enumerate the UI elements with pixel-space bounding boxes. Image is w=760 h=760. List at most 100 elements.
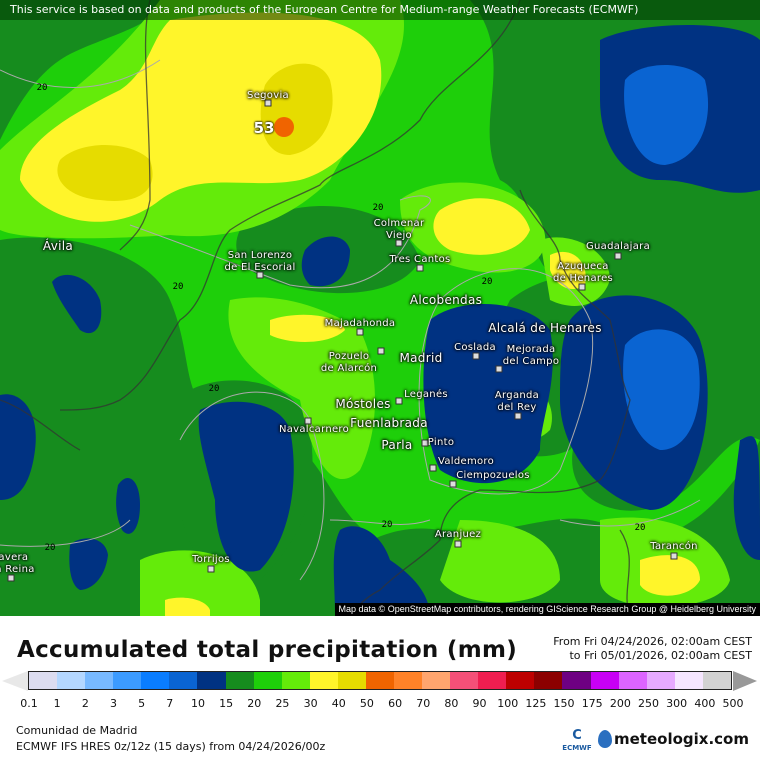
legend-swatch bbox=[141, 672, 170, 689]
city-label-ciempozuelos: Ciempozuelos bbox=[456, 470, 530, 481]
city-label-madrid: Madrid bbox=[399, 351, 443, 365]
legend-tick-label: 40 bbox=[331, 697, 346, 710]
city-marker bbox=[256, 271, 264, 279]
city-marker bbox=[395, 239, 403, 247]
model-info: ECMWF IFS HRES 0z/12z (15 days) from 04/… bbox=[16, 740, 326, 753]
contour-label: 20 bbox=[172, 282, 184, 292]
legend-swatch bbox=[450, 672, 479, 689]
legend-tick-label: 125 bbox=[525, 697, 547, 710]
meteologix-drop-icon bbox=[598, 730, 612, 748]
legend-swatch bbox=[57, 672, 86, 689]
precipitation-field bbox=[0, 0, 760, 616]
legend-tick-label: 150 bbox=[553, 697, 575, 710]
legend-swatch bbox=[365, 672, 395, 689]
city-marker bbox=[614, 252, 622, 260]
city-label-aranjuez: Aranjuez bbox=[434, 529, 482, 540]
period-from: From Fri 04/24/2026, 02:00am CEST bbox=[553, 635, 752, 648]
legend-tick-label: 0.1 bbox=[20, 697, 38, 710]
city-marker bbox=[495, 365, 503, 373]
city-marker bbox=[207, 565, 215, 573]
legend-tick-label: 500 bbox=[722, 697, 744, 710]
city-label-fuenlabrada: Fuenlabrada bbox=[350, 416, 428, 430]
legend-tick-label: 200 bbox=[609, 697, 631, 710]
city-marker bbox=[304, 417, 312, 425]
chart-title: Accumulated total precipitation (mm) bbox=[17, 637, 518, 663]
legend-swatch bbox=[85, 672, 114, 689]
contour-label: 20 bbox=[36, 83, 48, 93]
city-label-pinto: Pinto bbox=[427, 437, 455, 448]
contour-label: 20 bbox=[381, 520, 393, 530]
legend-swatch bbox=[534, 672, 563, 689]
city-marker bbox=[356, 328, 364, 336]
legend-tick-label: 400 bbox=[694, 697, 716, 710]
legend-swatch bbox=[281, 672, 310, 689]
max-value-label: 53 bbox=[253, 119, 275, 137]
city-label-pozuelo: Pozuelo de Alarcón bbox=[320, 351, 378, 374]
period-to: to Fri 05/01/2026, 02:00am CEST bbox=[569, 649, 752, 662]
city-label-alcobendas: Alcobendas bbox=[409, 293, 483, 307]
city-label-tarancon: Tarancón bbox=[650, 541, 698, 552]
city-label-tres-cantos: Tres Cantos bbox=[389, 254, 451, 265]
city-marker bbox=[395, 397, 403, 405]
precipitation-map[interactable]: This service is based on data and produc… bbox=[0, 0, 760, 616]
city-marker bbox=[449, 480, 457, 488]
brand-text: meteologix.com bbox=[614, 730, 749, 748]
legend-tick-label: 7 bbox=[166, 697, 174, 710]
legend-tick-label: 1 bbox=[53, 697, 61, 710]
legend-swatch bbox=[422, 672, 451, 689]
legend-ticks: 0.1 1 2 3 5 7 10 15 20 25 30 40 50 60 70 80 90 100 125 150 1… bbox=[0, 697, 760, 711]
contour-label: 20 bbox=[481, 277, 493, 287]
legend-tick-label: 80 bbox=[444, 697, 459, 710]
legend-tick-label: 5 bbox=[138, 697, 146, 710]
legend-swatch bbox=[674, 672, 703, 689]
ecmwf-logo: C ECMWF bbox=[562, 728, 592, 752]
legend-swatch bbox=[618, 672, 647, 689]
contour-label: 20 bbox=[208, 384, 220, 394]
legend-swatch bbox=[562, 672, 591, 689]
legend-tick-label: 50 bbox=[359, 697, 374, 710]
legend-tick-label: 2 bbox=[81, 697, 89, 710]
contour-label: 20 bbox=[372, 203, 384, 213]
contour-label: 20 bbox=[44, 543, 56, 553]
legend-tick-label: 25 bbox=[275, 697, 290, 710]
legend-tick-label: 10 bbox=[190, 697, 205, 710]
region-name: Comunidad de Madrid bbox=[16, 724, 138, 737]
city-label-avila: Ávila bbox=[42, 239, 74, 253]
legend-swatch bbox=[394, 672, 423, 689]
legend-tick-label: 20 bbox=[247, 697, 262, 710]
city-label-majadahonda: Majadahonda bbox=[324, 318, 396, 329]
legend-tick-label: 30 bbox=[303, 697, 318, 710]
city-marker bbox=[472, 352, 480, 360]
city-marker bbox=[670, 552, 678, 560]
legend-tick-label: 15 bbox=[219, 697, 234, 710]
city-label-mejorada: Mejorada del Campo bbox=[502, 344, 560, 367]
contour-label: 20 bbox=[634, 523, 646, 533]
legend-tick-label: 250 bbox=[638, 697, 660, 710]
legend-swatch bbox=[113, 672, 142, 689]
legend-tick-label: 175 bbox=[581, 697, 603, 710]
legend-swatch bbox=[253, 672, 282, 689]
legend-swatch bbox=[478, 672, 507, 689]
legend-tick-label: 300 bbox=[666, 697, 688, 710]
city-marker bbox=[421, 439, 429, 447]
legend-swatch bbox=[169, 672, 198, 689]
legend-under-arrow bbox=[2, 671, 28, 691]
city-label-torrijos: Torrijos bbox=[192, 554, 230, 565]
legend-swatch bbox=[337, 672, 366, 689]
ecmwf-logo-text: ECMWF bbox=[562, 744, 592, 752]
meteologix-logo[interactable]: meteologix.com bbox=[598, 730, 749, 748]
legend-swatch bbox=[590, 672, 619, 689]
city-marker bbox=[264, 99, 272, 107]
city-label-parla: Parla bbox=[381, 438, 413, 452]
legend-tick-label: 3 bbox=[109, 697, 117, 710]
legend-swatch bbox=[29, 672, 58, 689]
legend-tick-label: 90 bbox=[472, 697, 487, 710]
city-label-talavera: lavera a Reina bbox=[0, 552, 35, 575]
legend-swatch bbox=[702, 672, 731, 689]
legend-over-arrow bbox=[733, 671, 757, 691]
city-marker bbox=[429, 464, 437, 472]
legend-tick-label: 100 bbox=[497, 697, 519, 710]
city-marker bbox=[514, 412, 522, 420]
city-label-mostoles: Móstoles bbox=[335, 397, 391, 411]
city-label-segovia: Segovia bbox=[247, 90, 289, 101]
